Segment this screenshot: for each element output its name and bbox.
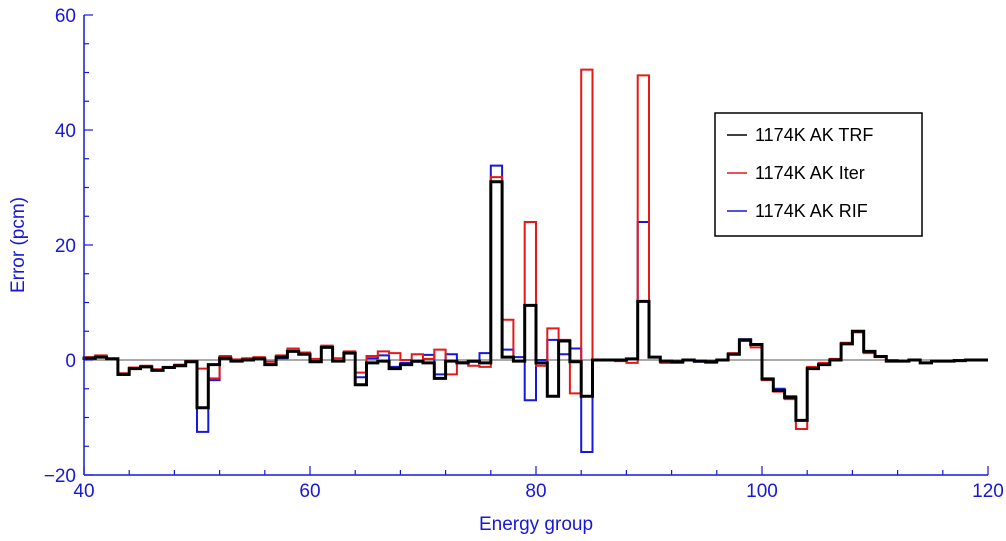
x-tick-label: 80 <box>525 481 546 502</box>
series-line-1 <box>82 180 988 422</box>
legend-label-1: 1174K AK TRF <box>755 125 873 145</box>
y-axis-title: Error (pcm) <box>8 197 29 293</box>
y-tick-label: 40 <box>55 121 76 142</box>
x-tick-label: 100 <box>746 481 778 502</box>
x-tick-label: 40 <box>73 481 94 502</box>
x-tick-label: 60 <box>299 481 320 502</box>
y-tick-label: 60 <box>55 6 76 27</box>
x-axis-title: Energy group <box>479 514 593 535</box>
y-tick-label: 20 <box>55 236 76 257</box>
legend-label-3: 1174K AK RIF <box>755 201 868 221</box>
x-tick-label: 120 <box>972 481 1004 502</box>
legend-label-2: 1174K AK Iter <box>755 163 865 183</box>
y-tick-label: 0 <box>65 351 76 372</box>
y-tick-label: −20 <box>44 466 76 487</box>
legend-box <box>714 112 923 237</box>
